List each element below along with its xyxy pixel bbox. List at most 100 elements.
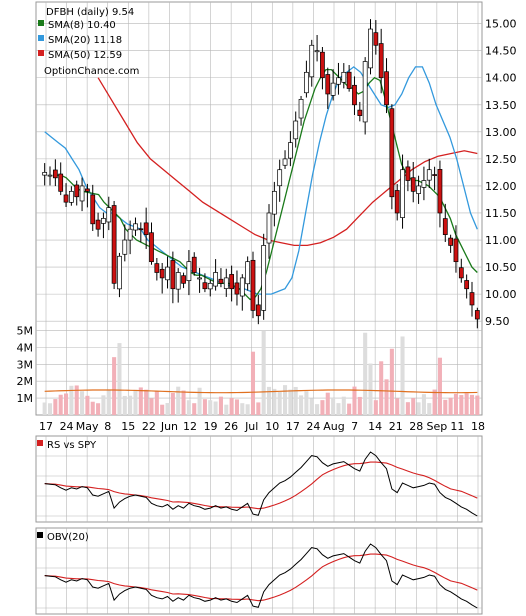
watermark: OptionChance.com bbox=[44, 66, 139, 77]
legend-sma8: SMA(8) 10.40 bbox=[48, 20, 116, 31]
volume-bar bbox=[405, 402, 410, 415]
candle-body bbox=[378, 43, 384, 79]
candle-body bbox=[47, 174, 53, 177]
volume-bar bbox=[331, 397, 336, 415]
price-panel-frame bbox=[35, 1, 483, 416]
volume-bar bbox=[64, 393, 69, 415]
candle-body bbox=[458, 267, 464, 279]
candlesticks bbox=[42, 19, 480, 329]
volume-bar bbox=[138, 387, 143, 415]
volume-bar bbox=[347, 403, 352, 415]
volume-bar bbox=[475, 395, 480, 415]
volume-bar bbox=[336, 403, 341, 415]
candle-body bbox=[448, 237, 454, 246]
candle-body bbox=[437, 169, 443, 214]
legend-sma50: SMA(50) 12.59 bbox=[48, 50, 122, 61]
candle-body bbox=[117, 255, 122, 290]
obv-swatch bbox=[37, 532, 43, 538]
candle-body bbox=[453, 238, 459, 263]
x-tick-label: Jul bbox=[244, 420, 258, 433]
x-tick-label: 21 bbox=[389, 420, 403, 433]
volume-bar bbox=[165, 403, 170, 415]
candle-body bbox=[42, 172, 48, 176]
volume-bar bbox=[464, 393, 469, 415]
candle-body bbox=[293, 120, 299, 140]
candle-body bbox=[255, 304, 261, 317]
volume-bar bbox=[272, 388, 277, 415]
candle-body bbox=[191, 256, 197, 273]
candle-body bbox=[474, 310, 480, 320]
candle-body bbox=[432, 174, 437, 176]
x-tick-label: 7 bbox=[351, 420, 358, 433]
volume-bar bbox=[341, 396, 346, 415]
sma8-swatch bbox=[38, 20, 44, 26]
volume-bar bbox=[459, 395, 464, 415]
candle-body bbox=[133, 223, 138, 231]
volume-bar bbox=[42, 402, 47, 415]
candle-body bbox=[186, 261, 192, 281]
volume-bar bbox=[384, 379, 389, 415]
volume-bar bbox=[117, 343, 122, 415]
candle-body bbox=[181, 275, 186, 284]
sma50-path bbox=[97, 77, 478, 247]
volume-bar bbox=[400, 336, 405, 415]
x-tick-label: 28 bbox=[409, 420, 423, 433]
volume-bar bbox=[277, 391, 282, 415]
volume-bar bbox=[186, 400, 191, 415]
volume-tick-label: 2M bbox=[17, 375, 34, 388]
candle-body bbox=[101, 218, 106, 224]
volume-bar bbox=[427, 403, 432, 415]
candle-body bbox=[143, 222, 149, 235]
candle-body bbox=[245, 261, 251, 285]
volume-bar bbox=[69, 385, 74, 415]
candle-body bbox=[309, 44, 315, 78]
candle-body bbox=[266, 212, 272, 244]
volume-bar bbox=[170, 392, 175, 415]
volume-bar bbox=[192, 403, 197, 415]
volume-average-line bbox=[44, 389, 478, 394]
volume-bar bbox=[213, 401, 218, 415]
volume-bar bbox=[218, 396, 223, 415]
candle-body bbox=[85, 188, 90, 192]
candle-body bbox=[52, 169, 58, 179]
x-tick-label: May bbox=[76, 420, 99, 433]
x-tick-label: 24 bbox=[60, 420, 74, 433]
x-tick-label: Sep bbox=[426, 420, 447, 433]
volume-bar bbox=[144, 389, 149, 415]
candle-body bbox=[298, 99, 304, 119]
volume-bar bbox=[389, 348, 394, 415]
volume-bar bbox=[160, 404, 165, 415]
candle-body bbox=[127, 228, 133, 241]
volume-tick-label: 5M bbox=[17, 324, 34, 337]
volume-bar bbox=[395, 398, 400, 415]
price-axis: 15.00 14.50 14.00 13.50 13.00 12.50 12.00 11.50… bbox=[485, 18, 517, 329]
volume-bar bbox=[309, 398, 314, 415]
candle-body bbox=[74, 184, 80, 198]
volume-bar bbox=[469, 394, 475, 415]
volume-tick-label: 3M bbox=[17, 358, 34, 371]
candle-body bbox=[287, 142, 293, 159]
volume-bar bbox=[368, 363, 373, 415]
candle-body bbox=[234, 282, 240, 295]
candle-body bbox=[261, 245, 267, 311]
x-tick-label: 15 bbox=[121, 420, 135, 433]
candle-body bbox=[63, 194, 69, 203]
candle-body bbox=[90, 194, 96, 225]
candle-body bbox=[410, 177, 416, 192]
volume-bar bbox=[53, 399, 58, 415]
candle-body bbox=[368, 28, 373, 69]
volume-bar bbox=[437, 357, 442, 415]
volume-bar bbox=[448, 397, 453, 415]
candle-body bbox=[213, 272, 218, 287]
volume-axis: 5M 4M 3M 2M 1M bbox=[17, 324, 34, 405]
volume-bar bbox=[176, 386, 181, 415]
volume-tick-label: 1M bbox=[17, 392, 34, 405]
candle-body bbox=[282, 158, 288, 166]
x-axis: 17 24 May 8 15 22 Jun 12 19 26 Jul 10 17 24 Aug 7 14 21 28… bbox=[39, 420, 485, 433]
volume-bar bbox=[373, 400, 378, 415]
volume-bar bbox=[234, 399, 239, 415]
candle-body bbox=[442, 218, 448, 235]
candle-body bbox=[357, 109, 363, 116]
volume-bar bbox=[245, 404, 250, 415]
volume-bar bbox=[149, 398, 154, 415]
